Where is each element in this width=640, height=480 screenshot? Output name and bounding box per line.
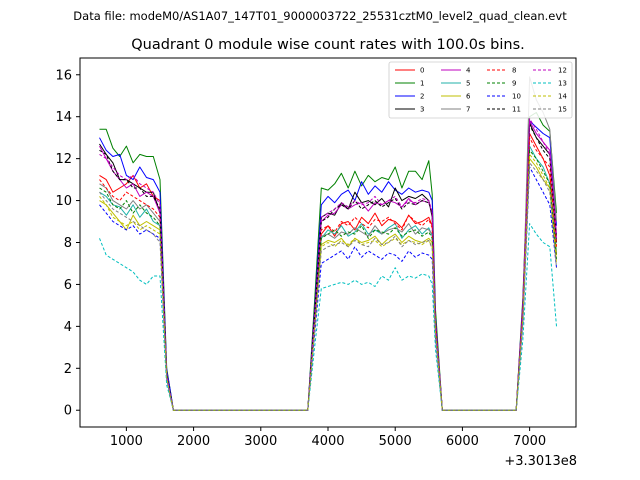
y-tick-label: 14 bbox=[55, 110, 72, 125]
y-tick-label: 16 bbox=[55, 68, 72, 83]
y-tick-label: 12 bbox=[55, 152, 72, 167]
y-tick-label: 4 bbox=[64, 320, 72, 335]
legend-label-14: 14 bbox=[558, 93, 567, 101]
legend-label-8: 8 bbox=[512, 67, 516, 75]
x-tick-label: 4000 bbox=[311, 434, 344, 449]
x-tick-label: 2000 bbox=[177, 434, 210, 449]
legend-label-11: 11 bbox=[512, 106, 521, 114]
plot-area bbox=[99, 76, 557, 411]
legend-label-0: 0 bbox=[420, 67, 424, 75]
y-tick-label: 6 bbox=[64, 278, 72, 293]
axes: 1000 2000 3000 4000 5000 6000 7000024681012141… bbox=[55, 57, 577, 449]
y-tick-label: 0 bbox=[64, 404, 72, 419]
legend-label-1: 1 bbox=[420, 80, 424, 88]
legend-label-9: 9 bbox=[512, 80, 516, 88]
legend-label-3: 3 bbox=[420, 106, 424, 114]
x-tick-label: 5000 bbox=[379, 434, 412, 449]
x-tick-label: 6000 bbox=[446, 434, 479, 449]
legend-label-6: 6 bbox=[466, 93, 471, 101]
legend-box bbox=[388, 61, 573, 119]
legend-label-4: 4 bbox=[466, 67, 471, 75]
legend-label-10: 10 bbox=[512, 93, 521, 101]
y-tick-label: 8 bbox=[64, 236, 72, 251]
x-axis-offset-label: +3.3013e8 bbox=[504, 454, 577, 469]
x-tick-label: 7000 bbox=[513, 434, 546, 449]
legend-label-15: 15 bbox=[558, 106, 567, 114]
chart-title: Quadrant 0 module wise count rates with … bbox=[131, 37, 525, 53]
legend-label-7: 7 bbox=[466, 106, 470, 114]
x-tick-label: 3000 bbox=[244, 434, 277, 449]
data-file-header: Data file: modeM0/AS1A07_147T01_90000037… bbox=[73, 9, 567, 23]
legend-label-2: 2 bbox=[420, 93, 424, 101]
legend-label-12: 12 bbox=[558, 67, 567, 75]
legend-label-13: 13 bbox=[558, 80, 567, 88]
x-tick-label: 1000 bbox=[110, 434, 143, 449]
series-line-15 bbox=[99, 162, 557, 411]
legend-label-5: 5 bbox=[466, 80, 470, 88]
y-tick-label: 2 bbox=[64, 362, 72, 377]
y-tick-label: 10 bbox=[55, 194, 72, 209]
series-line-14 bbox=[99, 153, 557, 411]
series-line-13 bbox=[99, 223, 557, 411]
series-line-9 bbox=[99, 149, 557, 411]
